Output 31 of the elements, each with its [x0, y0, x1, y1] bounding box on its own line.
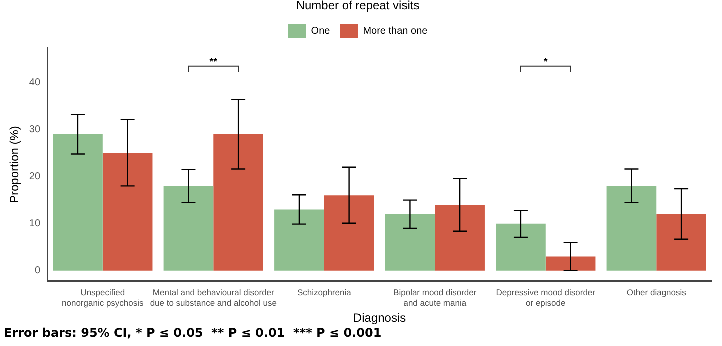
bar	[274, 210, 324, 271]
legend-label: More than one	[363, 26, 428, 38]
bar	[435, 205, 485, 271]
bar	[214, 134, 264, 271]
legend-label: One	[311, 26, 331, 38]
bar	[53, 134, 103, 271]
bar	[606, 186, 657, 271]
text: Error bars: 95% CI, * P ≤ 0.05 ** P ≤ 0.01 *** P ≤ 0.001	[4, 326, 382, 340]
legend-title: Number of repeat visits	[296, 0, 420, 12]
x-tick-label: Bipolar mood disorder and acute mania	[394, 288, 477, 308]
y-tick-label: 0	[34, 266, 41, 277]
bar	[102, 153, 153, 271]
bar	[656, 214, 706, 271]
y-tick-label: 30	[29, 124, 41, 136]
bar	[546, 256, 596, 271]
bar	[385, 214, 436, 271]
x-axis-title: Diagnosis	[353, 311, 406, 326]
bar	[164, 186, 214, 271]
x-tick-label: Schizophrenia	[297, 288, 352, 298]
x-tick-label: Other diagnosis	[626, 288, 686, 298]
bar	[496, 224, 546, 271]
y-tick-label: 20	[29, 172, 41, 183]
y-axis-title: Proportion (%)	[8, 126, 22, 204]
x-tick-label: Mental and behavioural disorder due to substance and alcohol use	[150, 288, 278, 308]
y-tick-label: 40	[29, 77, 41, 88]
bar	[324, 196, 374, 271]
x-tick-label: Unspecified nonorganic psychosis	[62, 288, 144, 308]
y-tick-label: 10	[29, 218, 41, 230]
x-tick-label: Depressive mood disorder or episode	[496, 288, 596, 308]
annotation: **	[210, 57, 218, 68]
annotation: *	[544, 57, 548, 68]
